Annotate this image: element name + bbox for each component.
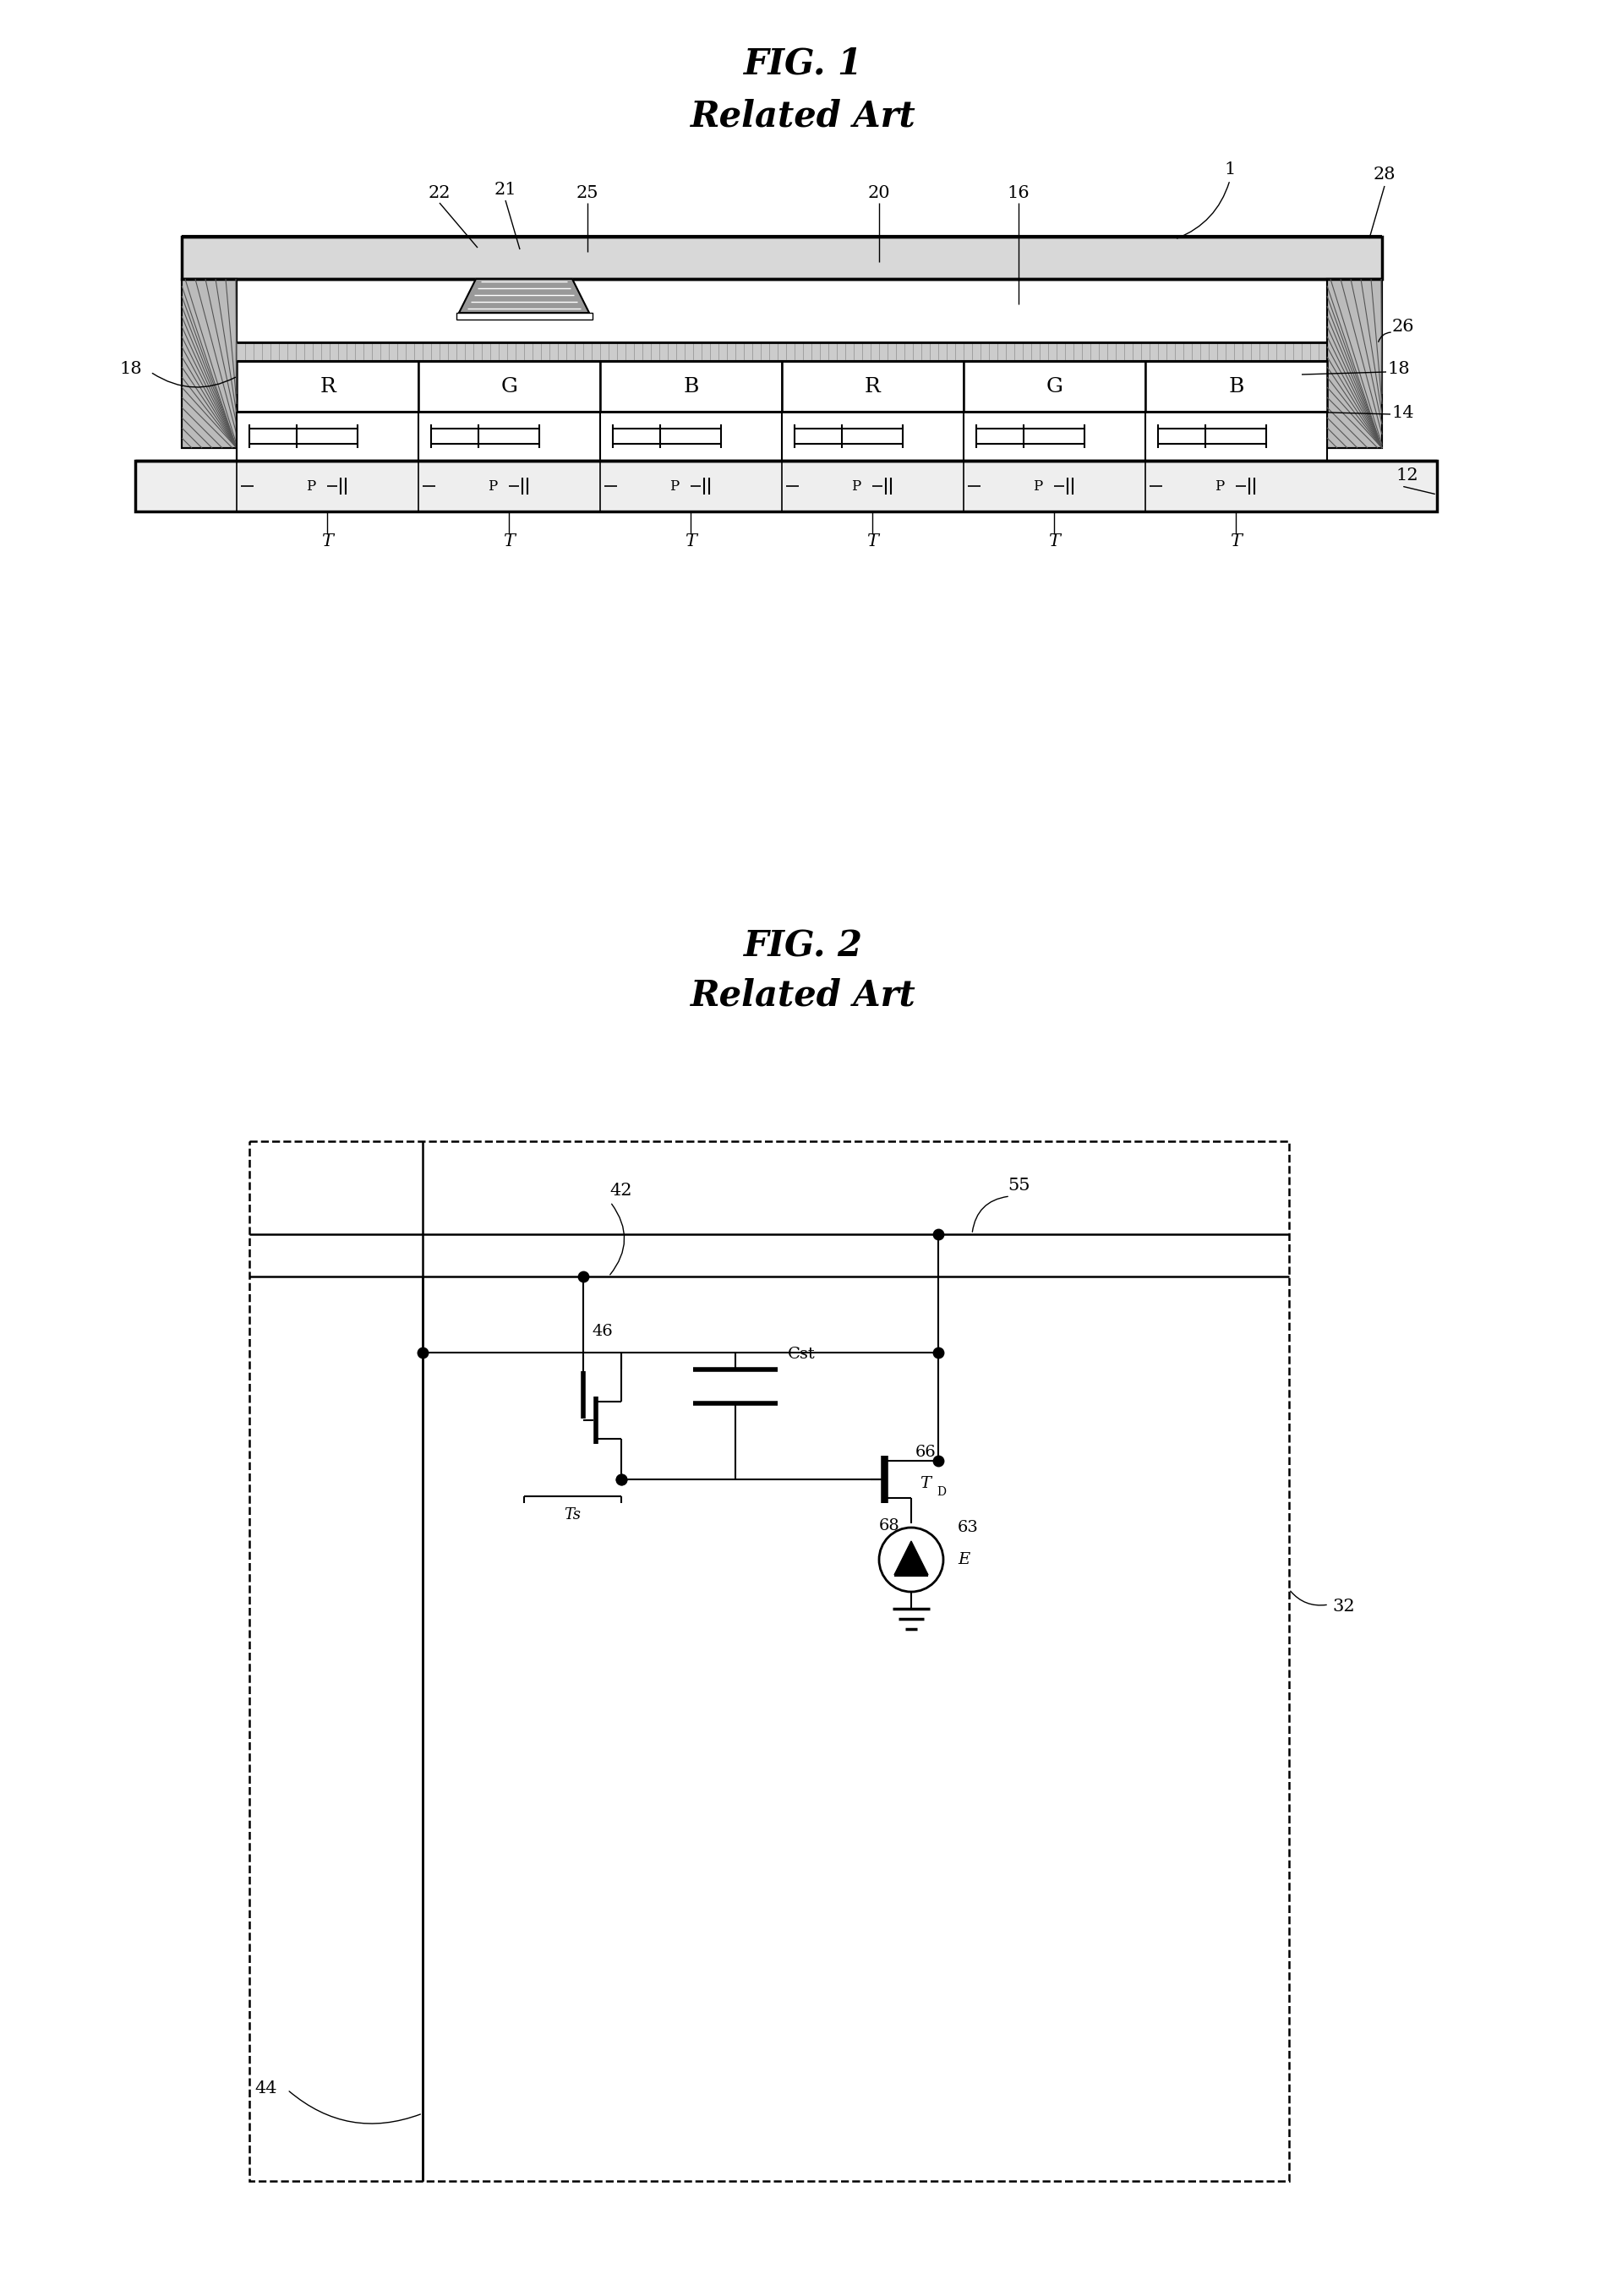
Bar	[181, 280, 236, 448]
Text: T: T	[321, 533, 332, 549]
Text: FIG. 2: FIG. 2	[744, 930, 862, 964]
Text: R: R	[864, 377, 880, 395]
Text: 21: 21	[495, 181, 517, 197]
Bar	[1145, 360, 1327, 411]
Bar	[236, 342, 1327, 360]
Bar	[1327, 280, 1383, 448]
Polygon shape	[459, 280, 589, 312]
Text: FIG. 1: FIG. 1	[744, 46, 862, 80]
Bar	[181, 236, 1383, 280]
Bar	[236, 411, 1327, 461]
Bar	[964, 360, 1145, 411]
Bar	[135, 461, 1437, 512]
Text: 20: 20	[867, 184, 890, 200]
Text: Ts: Ts	[564, 1506, 581, 1522]
Text: 28: 28	[1373, 168, 1396, 184]
Text: G: G	[1046, 377, 1063, 395]
Text: P: P	[488, 480, 498, 494]
Bar	[1327, 280, 1383, 448]
Text: 22: 22	[429, 184, 451, 200]
Bar	[181, 280, 236, 448]
Text: Cst: Cst	[789, 1348, 816, 1362]
Bar	[236, 360, 419, 411]
Text: T: T	[684, 533, 697, 549]
Text: P: P	[851, 480, 861, 494]
Text: T: T	[920, 1476, 930, 1490]
Text: 18: 18	[1388, 360, 1410, 377]
Text: P: P	[305, 480, 315, 494]
Text: 25: 25	[577, 184, 599, 200]
Text: E: E	[957, 1552, 970, 1568]
Text: D: D	[936, 1486, 946, 1497]
Text: R: R	[320, 377, 336, 395]
Text: 26: 26	[1392, 319, 1415, 335]
Bar	[782, 360, 964, 411]
Text: P: P	[1214, 480, 1224, 494]
Text: Related Art: Related Art	[691, 99, 915, 135]
Bar	[456, 312, 593, 319]
Text: P: P	[670, 480, 679, 494]
Text: 14: 14	[1392, 404, 1415, 420]
Bar	[419, 360, 601, 411]
Text: 1: 1	[1224, 161, 1235, 177]
Text: T: T	[1049, 533, 1060, 549]
Text: G: G	[501, 377, 517, 395]
Text: 18: 18	[120, 360, 143, 377]
Text: 16: 16	[1007, 184, 1029, 200]
Text: B: B	[1229, 377, 1245, 395]
Text: B: B	[683, 377, 699, 395]
Text: 68: 68	[878, 1518, 899, 1534]
Text: T: T	[503, 533, 514, 549]
Text: T: T	[1230, 533, 1241, 549]
Text: 46: 46	[591, 1325, 612, 1339]
Text: 66: 66	[915, 1444, 936, 1460]
Text: 32: 32	[1333, 1598, 1355, 1614]
Text: 42: 42	[610, 1182, 633, 1199]
Text: T: T	[867, 533, 878, 549]
Polygon shape	[895, 1541, 928, 1575]
Text: Related Art: Related Art	[691, 978, 915, 1013]
Bar	[601, 360, 782, 411]
Text: 55: 55	[1007, 1178, 1029, 1194]
Text: 44: 44	[255, 2080, 278, 2096]
Text: 63: 63	[957, 1520, 978, 1536]
Text: 12: 12	[1396, 468, 1418, 484]
Bar	[249, 1141, 1290, 2181]
Text: P: P	[1033, 480, 1042, 494]
